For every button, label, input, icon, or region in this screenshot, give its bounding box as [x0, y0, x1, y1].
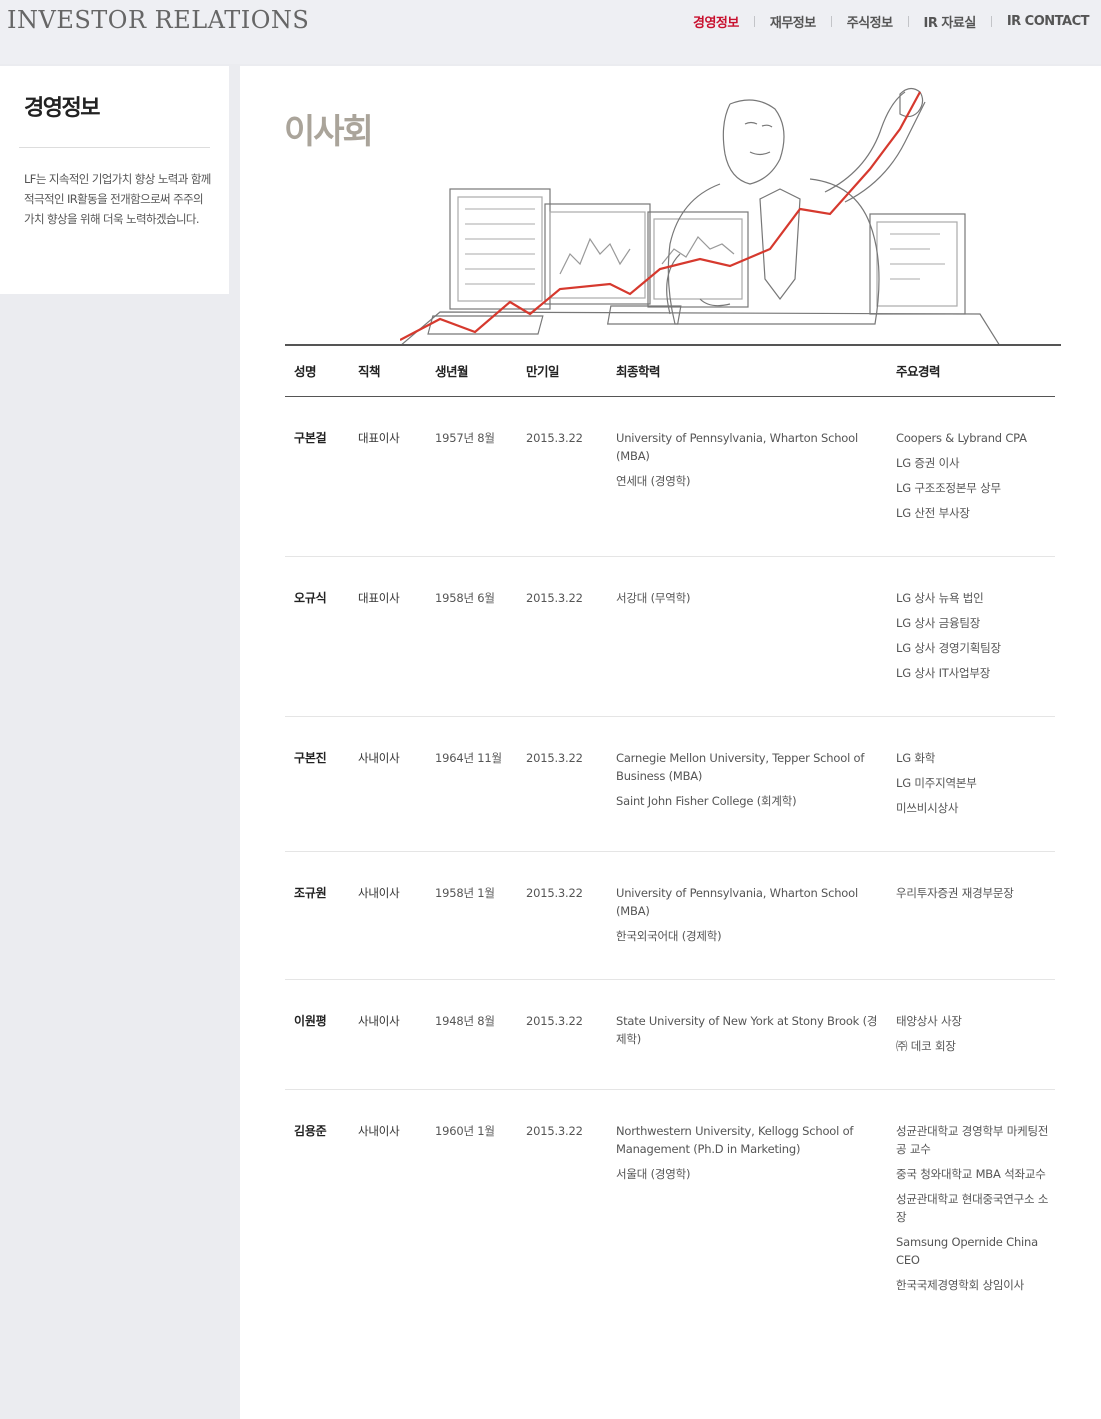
- career-item: ㈜ 데코 회장: [896, 1038, 956, 1053]
- member-career: Coopers & Lybrand CPA LG 증권 이사 LG 구조조정본무…: [887, 396, 1055, 556]
- col-header-education: 최종학력: [607, 346, 887, 397]
- member-name: 이원평: [294, 1013, 327, 1028]
- table-row: 구본걸 대표이사 1957년 8월 2015.3.22 University o…: [285, 396, 1055, 556]
- board-members-table: 성명 직책 생년월 만기일 최종학력 주요경력 구본걸 대표이사 1957년 8…: [285, 346, 1055, 1328]
- member-career: 성균관대학교 경영학부 마케팅전공 교수 중국 청와대학교 MBA 석좌교수 성…: [887, 1089, 1055, 1328]
- career-item: 우리투자증권 재경부문장: [896, 885, 1014, 900]
- member-role: 대표이사: [358, 430, 400, 445]
- table-row: 조규원 사내이사 1958년 1월 2015.3.22 University o…: [285, 851, 1055, 979]
- member-birth: 1948년 8월: [435, 1013, 495, 1028]
- education-item: Saint John Fisher College (회계학): [616, 793, 797, 808]
- table-row: 구본진 사내이사 1964년 11월 2015.3.22 Carnegie Me…: [285, 716, 1055, 851]
- career-item: 태양상사 사장: [896, 1013, 962, 1028]
- member-term: 2015.3.22: [526, 430, 583, 445]
- member-career: LG 상사 뉴욕 법인 LG 상사 금융팀장 LG 상사 경영기획팀장 LG 상…: [887, 556, 1055, 716]
- member-term: 2015.3.22: [526, 750, 583, 765]
- member-name: 구본진: [294, 750, 327, 765]
- table-row: 이원평 사내이사 1948년 8월 2015.3.22 State Univer…: [285, 979, 1055, 1089]
- education-item: 연세대 (경영학): [616, 473, 691, 488]
- main-content: 이사회: [240, 66, 1101, 1419]
- member-term: 2015.3.22: [526, 885, 583, 900]
- col-header-position: 직책: [349, 346, 426, 397]
- education-item: 서울대 (경영학): [616, 1166, 691, 1181]
- education-item: 한국외국어대 (경제학): [616, 928, 722, 943]
- career-item: 미쓰비시상사: [896, 800, 959, 815]
- member-term: 2015.3.22: [526, 1123, 583, 1138]
- nav-divider: [753, 16, 755, 27]
- member-education: Northwestern University, Kellogg School …: [607, 1089, 887, 1328]
- education-item: State University of New York at Stony Br…: [616, 1013, 878, 1046]
- member-birth: 1958년 6월: [435, 590, 495, 605]
- nav-item-ir-library[interactable]: IR 자료실: [923, 16, 977, 31]
- member-career: 우리투자증권 재경부문장: [887, 851, 1055, 979]
- col-header-name: 성명: [285, 346, 349, 397]
- career-item: 중국 청와대학교 MBA 석좌교수: [896, 1166, 1046, 1181]
- col-header-career: 주요경력: [887, 346, 1055, 397]
- nav-item-ir-contact[interactable]: IR CONTACT: [1006, 14, 1090, 29]
- education-item: University of Pennsylvania, Wharton Scho…: [616, 430, 858, 463]
- member-education: State University of New York at Stony Br…: [607, 979, 887, 1089]
- table-header-row: 성명 직책 생년월 만기일 최종학력 주요경력: [285, 346, 1055, 397]
- top-header: INVESTOR RELATIONS 경영정보 재무정보 주식정보 IR 자료실…: [0, 0, 1101, 64]
- table-row: 김용준 사내이사 1960년 1월 2015.3.22 Northwestern…: [285, 1089, 1055, 1328]
- member-birth: 1958년 1월: [435, 885, 495, 900]
- career-item: 한국국제경영학회 상임이사: [896, 1277, 1025, 1292]
- table-top-rule: [285, 344, 1061, 346]
- education-item: Northwestern University, Kellogg School …: [616, 1123, 854, 1156]
- member-career: 태양상사 사장 ㈜ 데코 회장: [887, 979, 1055, 1089]
- member-career: LG 화학 LG 미주지역본부 미쓰비시상사: [887, 716, 1055, 851]
- career-item: LG 구조조정본무 상무: [896, 480, 1001, 495]
- member-term: 2015.3.22: [526, 590, 583, 605]
- career-item: 성균관대학교 경영학부 마케팅전공 교수: [896, 1123, 1049, 1156]
- career-item: LG 상사 뉴욕 법인: [896, 590, 984, 605]
- nav-item-stock[interactable]: 주식정보: [846, 16, 893, 31]
- nav-divider: [990, 16, 992, 27]
- member-education: University of Pennsylvania, Wharton Scho…: [607, 851, 887, 979]
- member-role: 대표이사: [358, 590, 400, 605]
- member-term: 2015.3.22: [526, 1013, 583, 1028]
- member-birth: 1957년 8월: [435, 430, 495, 445]
- member-name: 조규원: [294, 885, 327, 900]
- sidebar: 경영정보 LF는 지속적인 기업가치 향상 노력과 함께 적극적인 IR활동을 …: [0, 66, 229, 294]
- career-item: LG 상사 경영기획팀장: [896, 640, 1001, 655]
- member-name: 구본걸: [294, 430, 327, 445]
- member-role: 사내이사: [358, 1013, 400, 1028]
- nav-item-management[interactable]: 경영정보: [693, 16, 739, 31]
- nav-item-finance[interactable]: 재무정보: [769, 16, 816, 31]
- nav-divider: [830, 16, 832, 27]
- member-role: 사내이사: [358, 1123, 400, 1138]
- member-birth: 1960년 1월: [435, 1123, 495, 1138]
- member-role: 사내이사: [358, 750, 400, 765]
- career-item: LG 상사 금융팀장: [896, 615, 981, 630]
- career-item: LG 산전 부사장: [896, 505, 970, 520]
- career-item: LG 화학: [896, 750, 936, 765]
- member-education: Carnegie Mellon University, Tepper Schoo…: [607, 716, 887, 851]
- sidebar-divider: [19, 147, 210, 148]
- career-item: LG 증권 이사: [896, 455, 960, 470]
- member-role: 사내이사: [358, 885, 400, 900]
- career-item: LG 미주지역본부: [896, 775, 977, 790]
- education-item: 서강대 (무역학): [616, 590, 691, 605]
- education-item: University of Pennsylvania, Wharton Scho…: [616, 885, 858, 918]
- member-birth: 1964년 11월: [435, 750, 502, 765]
- brand-logo[interactable]: INVESTOR RELATIONS: [7, 6, 310, 34]
- col-header-birth: 생년월: [426, 346, 517, 397]
- sidebar-description: LF는 지속적인 기업가치 향상 노력과 함께 적극적인 IR활동을 전개함으로…: [24, 172, 211, 226]
- main-nav: 경영정보 재무정보 주식정보 IR 자료실 IR CONTACT: [693, 12, 1089, 31]
- career-item: 성균관대학교 현대중국연구소 소장: [896, 1191, 1049, 1224]
- table-row: 오규식 대표이사 1958년 6월 2015.3.22 서강대 (무역학) LG…: [285, 556, 1055, 716]
- hero-illustration: [400, 87, 1000, 346]
- education-item: Carnegie Mellon University, Tepper Schoo…: [616, 750, 865, 783]
- sidebar-title: 경영정보: [24, 96, 100, 121]
- col-header-term: 만기일: [517, 346, 607, 397]
- career-item: Coopers & Lybrand CPA: [896, 430, 1027, 445]
- nav-divider: [907, 16, 909, 27]
- member-education: University of Pennsylvania, Wharton Scho…: [607, 396, 887, 556]
- page-title: 이사회: [284, 112, 374, 152]
- member-name: 김용준: [294, 1123, 327, 1138]
- member-name: 오규식: [294, 590, 327, 605]
- member-education: 서강대 (무역학): [607, 556, 887, 716]
- career-item: Samsung Opernide China CEO: [896, 1234, 1038, 1267]
- career-item: LG 상사 IT사업부장: [896, 665, 991, 680]
